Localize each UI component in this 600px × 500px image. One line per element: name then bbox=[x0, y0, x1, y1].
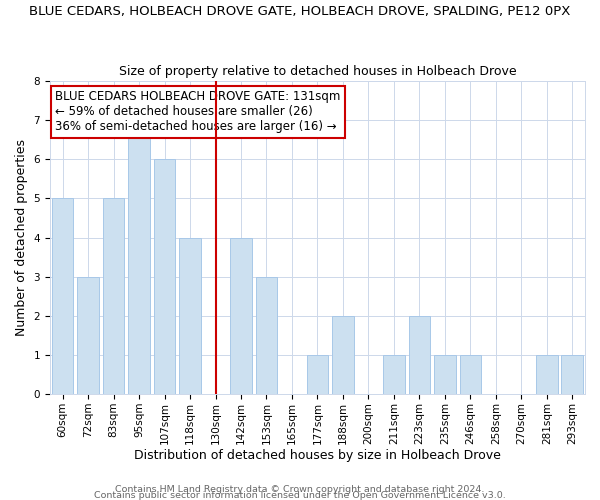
Text: BLUE CEDARS, HOLBEACH DROVE GATE, HOLBEACH DROVE, SPALDING, PE12 0PX: BLUE CEDARS, HOLBEACH DROVE GATE, HOLBEA… bbox=[29, 5, 571, 18]
Bar bbox=[179, 238, 201, 394]
Bar bbox=[536, 355, 557, 394]
Bar bbox=[256, 277, 277, 394]
Bar bbox=[77, 277, 99, 394]
Bar bbox=[434, 355, 455, 394]
Bar bbox=[307, 355, 328, 394]
Bar bbox=[103, 198, 124, 394]
Title: Size of property relative to detached houses in Holbeach Drove: Size of property relative to detached ho… bbox=[119, 66, 516, 78]
Y-axis label: Number of detached properties: Number of detached properties bbox=[15, 139, 28, 336]
Bar bbox=[409, 316, 430, 394]
Bar bbox=[52, 198, 73, 394]
Bar bbox=[154, 160, 175, 394]
Bar bbox=[460, 355, 481, 394]
X-axis label: Distribution of detached houses by size in Holbeach Drove: Distribution of detached houses by size … bbox=[134, 450, 501, 462]
Text: Contains public sector information licensed under the Open Government Licence v3: Contains public sector information licen… bbox=[94, 490, 506, 500]
Text: Contains HM Land Registry data © Crown copyright and database right 2024.: Contains HM Land Registry data © Crown c… bbox=[115, 484, 485, 494]
Bar bbox=[128, 120, 150, 394]
Bar bbox=[562, 355, 583, 394]
Text: BLUE CEDARS HOLBEACH DROVE GATE: 131sqm
← 59% of detached houses are smaller (26: BLUE CEDARS HOLBEACH DROVE GATE: 131sqm … bbox=[55, 90, 341, 134]
Bar bbox=[383, 355, 405, 394]
Bar bbox=[230, 238, 252, 394]
Bar bbox=[332, 316, 354, 394]
